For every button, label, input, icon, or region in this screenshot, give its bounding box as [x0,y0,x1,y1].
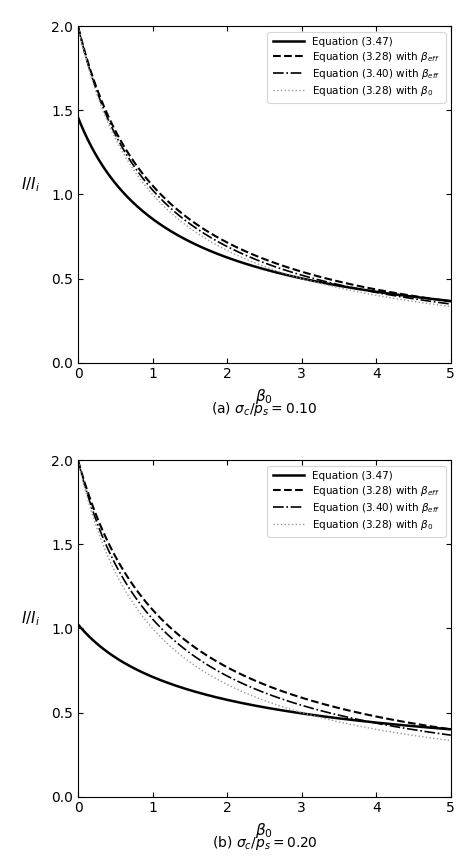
Equation (3.47) [257,701,262,712]
Line: Equation (3.28) with $\beta_{eff}$: Equation (3.28) with $\beta_{eff}$ [78,27,451,301]
Line: Equation (3.47): Equation (3.47) [78,118,451,301]
Equation (3.40) with $\beta_{eff}$ [437,728,443,739]
Equation (3.28) with $\beta_0$ [247,255,252,266]
X-axis label: $\beta_0$: $\beta_0$ [256,387,273,406]
Equation (3.47) [257,263,262,273]
Text: (b) $\sigma_c/p_s = 0.20$: (b) $\sigma_c/p_s = 0.20$ [211,834,317,852]
Equation (3.47) [437,294,443,305]
Equation (3.40) with $\beta_{eff}$ [437,298,443,308]
Text: (a) $\sigma_c/p_s = 0.10$: (a) $\sigma_c/p_s = 0.10$ [211,400,317,418]
Legend: Equation (3.47), Equation (3.28) with $\beta_{eff}$, Equation (3.40) with $\beta: Equation (3.47), Equation (3.28) with $\… [268,31,446,103]
Equation (3.28) with $\beta_{eff}$ [94,84,100,95]
Equation (3.28) with $\beta_0$ [257,260,262,270]
Equation (3.28) with $\beta_0$ [75,22,81,32]
Line: Equation (3.40) with $\beta_{eff}$: Equation (3.40) with $\beta_{eff}$ [78,27,451,304]
Equation (3.28) with $\beta_0$ [257,694,262,704]
Equation (3.47) [437,723,443,733]
Equation (3.47) [94,639,100,649]
Equation (3.28) with $\beta_{eff}$ [437,295,443,306]
Equation (3.40) with $\beta_{eff}$ [94,518,100,529]
Line: Equation (3.28) with $\beta_0$: Equation (3.28) with $\beta_0$ [78,27,451,306]
Equation (3.28) with $\beta_{eff}$ [75,456,81,466]
Equation (3.28) with $\beta_0$ [75,456,81,466]
Equation (3.28) with $\beta_{eff}$ [437,722,443,733]
Equation (3.40) with $\beta_{eff}$ [94,87,100,97]
Equation (3.28) with $\beta_0$ [437,300,443,311]
Equation (3.28) with $\beta_{eff}$ [448,724,454,734]
Equation (3.47) [369,717,375,727]
Equation (3.40) with $\beta_{eff}$ [369,286,375,297]
Line: Equation (3.28) with $\beta_{eff}$: Equation (3.28) with $\beta_{eff}$ [78,461,451,729]
Equation (3.47) [75,619,81,629]
Equation (3.40) with $\beta_{eff}$ [75,456,81,466]
Equation (3.28) with $\beta_0$ [448,301,454,312]
Equation (3.47) [247,700,252,710]
Equation (3.28) with $\beta_0$ [94,523,100,534]
Equation (3.28) with $\beta_0$ [437,300,443,311]
Equation (3.28) with $\beta_{eff}$ [448,296,454,306]
Equation (3.40) with $\beta_{eff}$ [437,728,443,739]
Equation (3.47) [448,724,454,734]
Equation (3.47) [448,296,454,306]
Equation (3.28) with $\beta_0$ [437,734,443,745]
Equation (3.47) [437,723,443,733]
Equation (3.28) with $\beta_{eff}$ [437,722,443,733]
Equation (3.47) [437,294,443,305]
Y-axis label: $I/I_i$: $I/I_i$ [21,609,40,628]
Equation (3.40) with $\beta_{eff}$ [369,717,375,727]
Equation (3.28) with $\beta_{eff}$ [75,22,81,32]
Equation (3.40) with $\beta_{eff}$ [247,252,252,262]
Y-axis label: $I/I_i$: $I/I_i$ [21,175,40,194]
Equation (3.40) with $\beta_{eff}$ [247,681,252,692]
Equation (3.40) with $\beta_{eff}$ [448,730,454,740]
Equation (3.47) [369,286,375,296]
Equation (3.28) with $\beta_{eff}$ [437,295,443,306]
Equation (3.28) with $\beta_{eff}$ [369,283,375,293]
Equation (3.28) with $\beta_{eff}$ [247,248,252,259]
Equation (3.28) with $\beta_0$ [448,735,454,746]
Equation (3.40) with $\beta_{eff}$ [437,298,443,308]
Equation (3.40) with $\beta_{eff}$ [75,22,81,32]
Line: Equation (3.47): Equation (3.47) [78,624,451,729]
Equation (3.40) with $\beta_{eff}$ [257,686,262,696]
Equation (3.40) with $\beta_{eff}$ [448,299,454,309]
Equation (3.28) with $\beta_{eff}$ [247,673,252,683]
Equation (3.28) with $\beta_0$ [247,689,252,700]
Equation (3.28) with $\beta_0$ [437,734,443,745]
X-axis label: $\beta_0$: $\beta_0$ [256,821,273,840]
Equation (3.28) with $\beta_0$ [94,89,100,100]
Line: Equation (3.28) with $\beta_0$: Equation (3.28) with $\beta_0$ [78,461,451,740]
Equation (3.47) [75,113,81,123]
Equation (3.47) [94,152,100,162]
Equation (3.28) with $\beta_{eff}$ [94,512,100,523]
Legend: Equation (3.47), Equation (3.28) with $\beta_{eff}$, Equation (3.40) with $\beta: Equation (3.47), Equation (3.28) with $\… [268,465,446,537]
Line: Equation (3.40) with $\beta_{eff}$: Equation (3.40) with $\beta_{eff}$ [78,461,451,735]
Equation (3.40) with $\beta_{eff}$ [257,256,262,266]
Equation (3.47) [247,260,252,270]
Equation (3.28) with $\beta_0$ [369,723,375,733]
Equation (3.28) with $\beta_0$ [369,289,375,299]
Equation (3.28) with $\beta_{eff}$ [257,252,262,262]
Equation (3.28) with $\beta_{eff}$ [369,710,375,720]
Equation (3.28) with $\beta_{eff}$ [257,677,262,687]
